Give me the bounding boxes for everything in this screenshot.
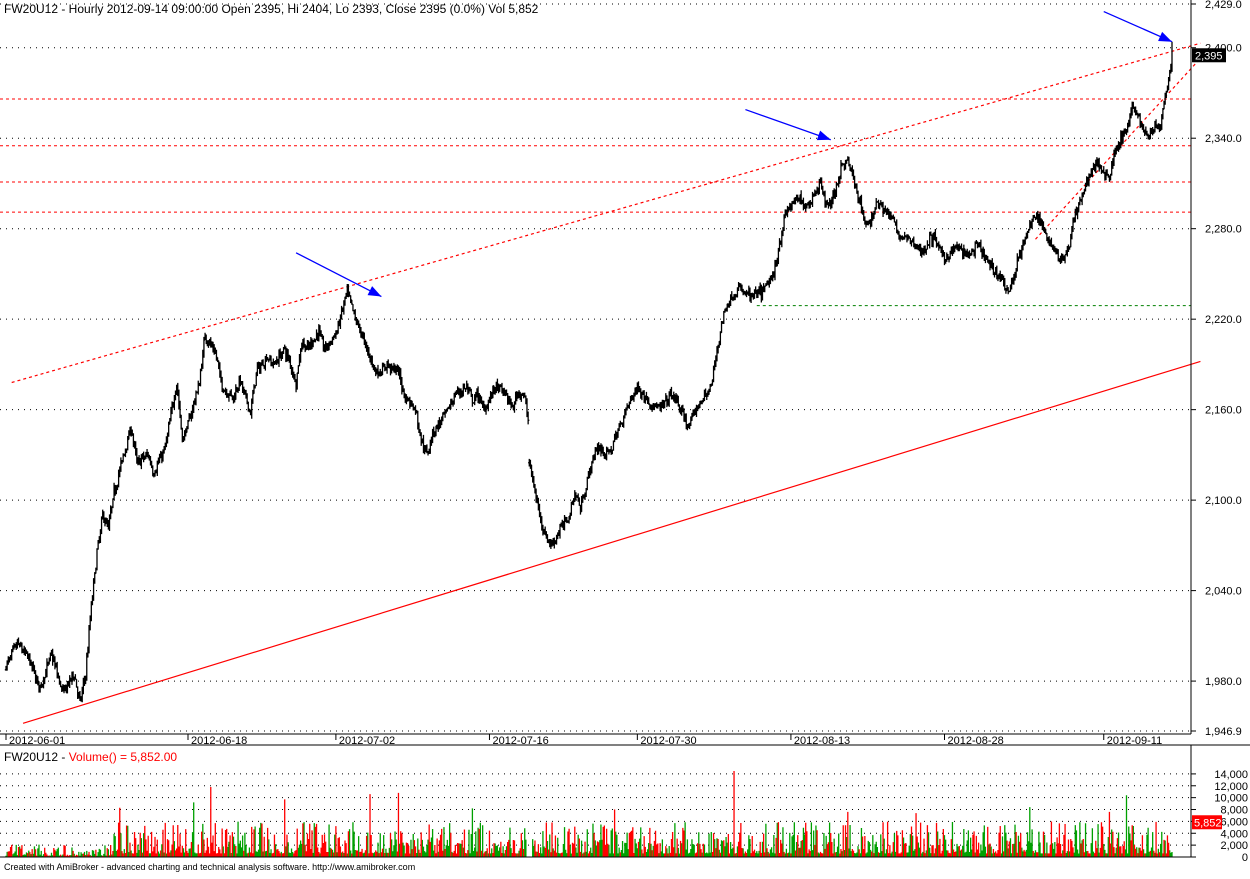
- volume-panel-title: FW20U12 - Volume() = 5,852.00: [4, 750, 177, 764]
- date-tick-label: 2012-07-02: [339, 735, 395, 747]
- volume-tick-label: 10,000: [1214, 793, 1248, 805]
- volume-tick-label: 0: [1242, 852, 1248, 864]
- price-tick-label: 2,100.0: [1205, 495, 1242, 507]
- date-tick-label: 2012-08-13: [794, 735, 850, 747]
- price-tick-label: 2,340.0: [1205, 133, 1242, 145]
- volume-label: Volume() = 5,852.00: [69, 750, 178, 764]
- date-x-axis: 2012-06-01 2012-06-18 2012-07-02 2012-07-16…: [5, 734, 1162, 747]
- volume-bars: [5, 770, 1173, 857]
- last-price-marker: 2,395: [1192, 48, 1226, 63]
- annotation-arrow: [745, 108, 831, 141]
- last-price-box: [1192, 48, 1226, 63]
- chart-title: FW20U12 - Hourly 2012-09-14 09:00:00 Ope…: [4, 2, 539, 16]
- volume-tick-label: 8,000: [1220, 805, 1248, 817]
- last-volume-label: 5,852: [1194, 817, 1222, 829]
- volume-tick-label: 14,000: [1214, 769, 1248, 781]
- date-tick-label: 2012-09-11: [1107, 735, 1162, 747]
- footer-credit: Created with AmiBroker - advanced charti…: [4, 862, 416, 872]
- volume-bars-up: [5, 795, 1173, 857]
- price-tick-label: 2,160.0: [1205, 405, 1242, 417]
- date-tick-label: 2012-06-01: [9, 735, 65, 747]
- date-tick-label: 2012-07-30: [640, 735, 696, 747]
- arrowhead: [816, 130, 831, 141]
- arrowhead: [1158, 31, 1172, 42]
- arrowhead: [367, 286, 382, 297]
- volume-tick-label: 2,000: [1220, 840, 1248, 852]
- price-tick-label: 2,429.0: [1205, 0, 1242, 11]
- price-tick-label: 2,040.0: [1205, 586, 1242, 598]
- price-tick-label: 2,280.0: [1205, 224, 1242, 236]
- last-volume-box: [1192, 815, 1222, 830]
- horizontal-levels: [0, 98, 1191, 307]
- date-tick-label: 2012-06-18: [191, 735, 247, 747]
- price-y-axis: 2,429.02,400.02,340.02,280.02,220.02,160…: [1191, 0, 1242, 738]
- price-series: [4, 41, 1173, 703]
- last-volume-marker: 5,852: [1192, 815, 1222, 830]
- volume-symbol: FW20U12 -: [4, 750, 69, 764]
- volume-tick-label: 6,000: [1220, 816, 1248, 828]
- price-tick-label: 1,946.9: [1205, 726, 1242, 738]
- resistance-trendline: [11, 42, 1201, 384]
- annotation-arrows: [295, 10, 1173, 298]
- price-tick-label: 1,980.0: [1205, 676, 1242, 688]
- volume-tick-label: 4,000: [1220, 828, 1248, 840]
- date-tick-label: 2012-07-16: [492, 735, 548, 747]
- date-tick-label: 2012-08-28: [947, 735, 1003, 747]
- last-price-label: 2,395: [1195, 50, 1223, 62]
- price-gridlines: [0, 3, 1191, 732]
- volume-bars-down: [7, 770, 1170, 857]
- support-trendline: [22, 360, 1201, 724]
- volume-tick-label: 12,000: [1214, 781, 1248, 793]
- price-bars: [4, 41, 1173, 703]
- annotation-arrow: [295, 252, 382, 298]
- price-tick-label: 2,220.0: [1205, 314, 1242, 326]
